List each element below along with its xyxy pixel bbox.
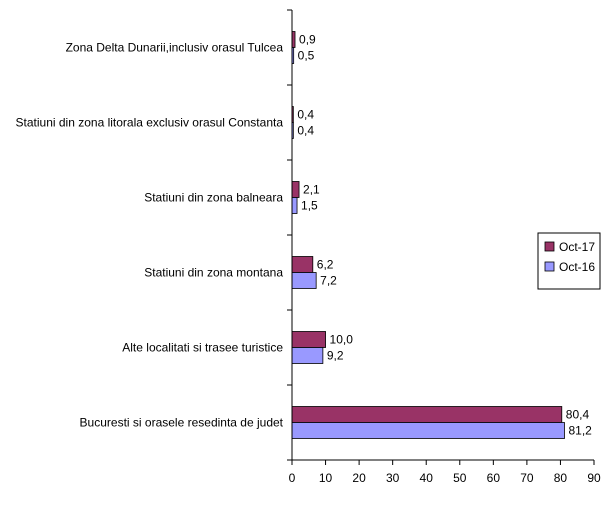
value-labels: 0,9 0,5 0,4 0,4 2,1 1,5 6,2 7,2 10,0 9,2 80,4 81,2: [297, 33, 592, 438]
data-label: 2,1: [303, 183, 320, 197]
x-tick-label: 10: [319, 471, 333, 485]
x-tick-label: 0: [289, 471, 296, 485]
bar-oct-16: [291, 422, 565, 439]
category-labels: Zona Delta Dunarii,inclusiv orasul Tulce…: [16, 41, 284, 430]
bar-oct-16: [291, 197, 298, 214]
category-label: Alte localitati si trasee turistice: [122, 341, 283, 355]
data-label: 80,4: [566, 408, 590, 422]
data-label: 0,9: [299, 33, 316, 47]
category-label: Statiuni din zona balneara: [144, 191, 283, 205]
category-label: Zona Delta Dunarii,inclusiv orasul Tulce…: [66, 41, 284, 55]
bar-oct-16: [291, 272, 317, 289]
data-label: 1,5: [301, 199, 318, 213]
category-label: Bucuresti si orasele resedinta de judet: [80, 416, 284, 430]
legend-label: Oct-16: [559, 260, 595, 274]
bars: [291, 31, 565, 439]
category-label: Statiuni din zona litorala exclusiv oras…: [16, 116, 284, 130]
bar-oct-17: [291, 331, 326, 348]
legend-label: Oct-17: [559, 240, 595, 254]
x-tick-label: 60: [487, 471, 501, 485]
x-tick-label: 90: [587, 471, 601, 485]
axes: 0 10 20 30 40 50 60 70 80 90: [287, 9, 601, 485]
data-label: 81,2: [568, 424, 592, 438]
data-label: 0,5: [298, 49, 315, 63]
x-tick-label: 80: [554, 471, 568, 485]
bar-oct-17: [291, 256, 314, 273]
bar-oct-17: [291, 181, 300, 198]
x-tick-label: 20: [352, 471, 366, 485]
data-label: 10,0: [330, 333, 354, 347]
legend: Oct-17 Oct-16: [537, 232, 601, 290]
x-tick-label: 70: [520, 471, 534, 485]
data-label: 0,4: [297, 124, 314, 138]
bar-oct-16: [291, 347, 324, 364]
legend-swatch: [544, 241, 555, 252]
data-label: 9,2: [327, 349, 344, 363]
x-tick-label: 40: [420, 471, 434, 485]
category-label: Statiuni din zona montana: [144, 266, 283, 280]
data-label: 6,2: [317, 258, 334, 272]
x-tick-label: 50: [453, 471, 467, 485]
data-label: 7,2: [320, 274, 337, 288]
bar-oct-17: [291, 406, 563, 423]
x-tick-label: 30: [386, 471, 400, 485]
legend-swatch: [544, 261, 555, 272]
data-label: 0,4: [297, 108, 314, 122]
